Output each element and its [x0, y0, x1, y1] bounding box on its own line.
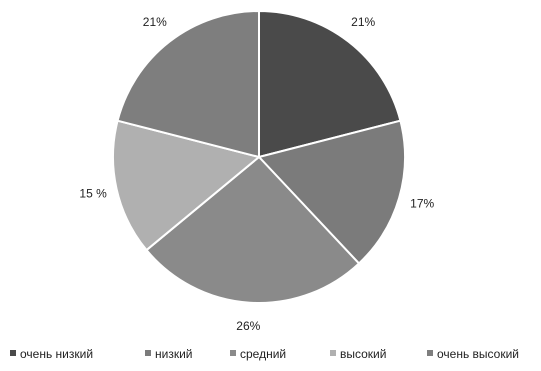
legend-swatch-низкий: [145, 350, 151, 356]
legend-swatch-очень-высокий: [427, 350, 433, 356]
data-label-очень-низкий: 21%: [351, 15, 375, 29]
legend-label-высокий: высокий: [340, 347, 386, 361]
legend-label-средний: средний: [240, 347, 286, 361]
legend-swatch-средний: [230, 350, 236, 356]
pie-slice-высокий: [112, 119, 262, 252]
legend-item-очень-высокий: очень высокий: [427, 347, 519, 361]
legend-item-средний: средний: [230, 347, 286, 361]
data-label-низкий: 17%: [410, 197, 434, 211]
pie-slice-низкий: [257, 119, 406, 265]
pie-slice-очень-высокий: [116, 9, 260, 159]
data-label-высокий: 15 %: [79, 186, 107, 200]
data-label-средний: 26%: [236, 319, 260, 333]
legend-label-низкий: низкий: [155, 347, 193, 361]
data-label-очень-высокий: 21%: [143, 15, 167, 29]
legend-swatch-высокий: [330, 350, 336, 356]
legend-label-очень-низкий: очень низкий: [20, 347, 93, 361]
legend-item-очень-низкий: очень низкий: [10, 347, 93, 361]
pie-slice-очень-низкий: [258, 9, 402, 159]
data-labels-layer: 21% 17% 26% 15 % 21%: [79, 15, 434, 333]
pie-slice-средний: [145, 155, 361, 304]
legend-item-низкий: низкий: [145, 347, 193, 361]
legend-swatch-очень-низкий: [10, 350, 16, 356]
legend-item-высокий: высокий: [330, 347, 386, 361]
slices-layer: [112, 9, 406, 304]
legend: очень низкий низкий средний высокий очень вы…: [10, 347, 519, 361]
legend-label-очень-высокий: очень высокий: [437, 347, 519, 361]
